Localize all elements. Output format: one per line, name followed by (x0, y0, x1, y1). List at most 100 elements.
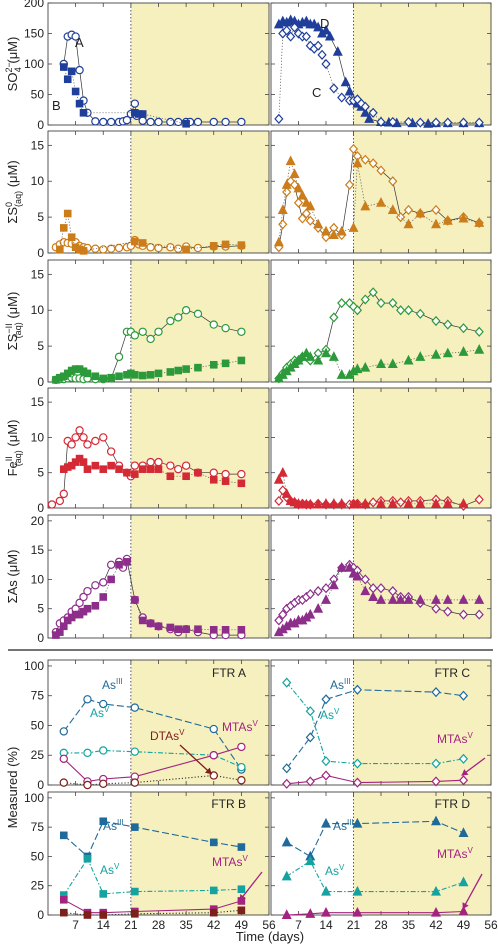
y-tick-label: 0 (37, 501, 44, 515)
sulfate-right-point (403, 116, 414, 128)
series-point (321, 817, 331, 828)
arrow-head (461, 769, 469, 776)
fe-left-point (154, 457, 163, 467)
label-as3: AsIII (333, 818, 354, 833)
series-point (237, 906, 246, 915)
as-left-point (115, 560, 123, 569)
as-left-point (83, 586, 92, 596)
as-right-point (352, 570, 363, 581)
s0-right-point (415, 207, 426, 218)
series-point (431, 906, 441, 917)
s0-left-point (56, 245, 64, 254)
as-right-point (336, 561, 347, 572)
label-as3: AsIII (102, 677, 123, 692)
label-as3-sup: III (117, 818, 124, 827)
s0-right-point (293, 197, 304, 208)
label-as5-sup: V (114, 862, 120, 871)
y-tick-label: 0 (37, 778, 44, 792)
series-point (321, 694, 331, 705)
as-right-point (443, 606, 453, 617)
label-as3-sup: III (347, 818, 354, 827)
as-right-point (274, 615, 284, 626)
s2-right-point (376, 297, 386, 309)
s2-left-point (130, 331, 140, 340)
shaded-region (130, 131, 269, 253)
series-line (286, 682, 464, 765)
s0-left-point (193, 243, 203, 253)
s0-right-point (305, 200, 316, 211)
y-tick-label: 5 (37, 210, 44, 224)
arrow-mtas (462, 873, 483, 910)
series-point (131, 887, 139, 896)
series-point (130, 747, 140, 756)
s2-left-point (221, 323, 230, 333)
s2-left-point (146, 334, 155, 344)
fe-right-point (281, 488, 292, 498)
top-panel-r4-c0: 0 5 10 15 20 (31, 514, 270, 645)
s0-left-point (182, 245, 190, 254)
series-line (63, 909, 242, 916)
fe-right-point (403, 498, 414, 508)
label-as5-sup: V (339, 863, 345, 872)
arrow-head (462, 902, 469, 910)
ftr-b-data (59, 817, 246, 919)
y-label-sup: −II (4, 323, 14, 333)
s0-right-point (328, 229, 339, 240)
label-mtas-main: MTAs (212, 855, 242, 869)
label-as5-main: As (320, 708, 334, 722)
x-tick-label: 42 (429, 918, 443, 932)
s2-left-point (138, 371, 147, 380)
fe-left-point (237, 469, 246, 479)
series-point (83, 780, 92, 790)
series-point (321, 906, 331, 917)
series-point (431, 815, 441, 826)
label-mtas-sup: V (242, 854, 248, 863)
label-mtas-sup: V (252, 719, 258, 728)
y-label-sup: 2− (4, 62, 14, 72)
s0-right-point (278, 219, 288, 230)
series-point (59, 778, 68, 787)
fe-right-point (278, 485, 288, 496)
sulfate-right-point (360, 107, 371, 117)
y-label-sub: (aq) (13, 191, 23, 207)
ftr-title: FTR C (435, 666, 471, 680)
s0-right-point (313, 218, 324, 229)
sulfate-left-point (75, 65, 84, 75)
as-right-point (395, 594, 406, 604)
series-point (352, 777, 363, 788)
s0-right-point (301, 197, 312, 207)
series-point (305, 776, 315, 787)
series-point (321, 885, 331, 896)
series-point (431, 776, 441, 787)
s2-right-point (442, 347, 453, 358)
shaded-region (353, 660, 491, 785)
sulfate-right-point (388, 116, 398, 128)
s0-right-point (388, 176, 398, 187)
bottom-panel-r1-c1: 7 14 21 28 35 42 49 56 (270, 791, 498, 932)
s0-right-point (273, 236, 284, 247)
series-point (59, 908, 68, 917)
ftr-title: FTR D (435, 797, 471, 811)
shaded-region (130, 260, 269, 382)
ftr-a-data (59, 695, 246, 790)
s0-right-point (360, 154, 370, 165)
as-right-point (368, 591, 379, 602)
label-as5: AsV (320, 707, 340, 722)
y-tick-label: 0 (37, 908, 44, 922)
fe-left-point (166, 472, 175, 481)
label-as5: AsV (325, 863, 345, 878)
series-point (431, 758, 441, 769)
series-point (83, 854, 92, 863)
y-label-main: ΣS (5, 333, 20, 350)
as-right-point (360, 585, 371, 596)
series-point (99, 890, 108, 898)
as-right-point (474, 609, 484, 620)
y-tick-label: 150 (24, 27, 44, 41)
top-panel-r3-c1 (270, 387, 492, 509)
series-point (59, 727, 68, 736)
sulfate-left-point (106, 117, 116, 127)
sulfate-left-line-1 (63, 66, 187, 125)
s2-right-point (352, 363, 363, 374)
s0-left-point (106, 244, 116, 253)
as-left-point (221, 625, 230, 634)
